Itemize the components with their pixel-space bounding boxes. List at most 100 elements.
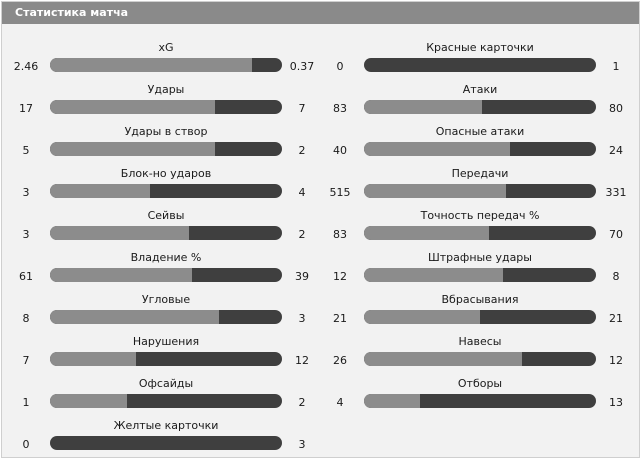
stat-label: Угловые (141, 293, 191, 306)
home-share-fill (364, 310, 480, 324)
stat-row: Угловые 8 3 (8, 276, 318, 325)
away-value: 13 (609, 396, 623, 409)
stat-comparison-bar (50, 226, 282, 240)
away-value: 3 (298, 312, 306, 325)
away-value: 2 (298, 144, 306, 157)
home-value: 61 (19, 270, 33, 283)
stat-label: Нарушения (132, 335, 200, 348)
stat-comparison-bar (364, 352, 596, 366)
stat-comparison-bar (364, 394, 596, 408)
home-value: 515 (329, 186, 351, 199)
home-value: 83 (333, 228, 347, 241)
home-value: 0 (336, 60, 344, 73)
home-share-fill (364, 352, 522, 366)
stat-row: Нарушения 7 12 (8, 318, 318, 367)
stats-column-left: xG 2.46 0.37 Удары 17 7 Удары в створ 5 2 Блок-но… (8, 24, 318, 451)
widget-title: Статистика матча (15, 6, 129, 19)
stat-row: Желтые карточки 0 3 (8, 402, 318, 451)
home-share-fill (50, 100, 215, 114)
stat-row: Опасные атаки 40 24 (322, 108, 632, 157)
home-share-fill (50, 226, 190, 240)
away-value: 70 (609, 228, 623, 241)
away-value: 21 (609, 312, 623, 325)
stats-column-right: Красные карточки 0 1 Атаки 83 80 Опасные атаки… (322, 24, 632, 409)
stat-label: Вбрасывания (441, 293, 519, 306)
home-share-fill (364, 142, 511, 156)
home-value: 21 (333, 312, 347, 325)
home-value: 40 (333, 144, 347, 157)
stat-row: Отборы 4 13 (322, 360, 632, 409)
stat-comparison-bar (50, 184, 282, 198)
away-value: 39 (295, 270, 309, 283)
stat-comparison-bar (364, 268, 596, 282)
home-value: 2.46 (13, 60, 39, 73)
home-share-fill (364, 100, 483, 114)
away-value: 80 (609, 102, 623, 115)
stat-comparison-bar (364, 310, 596, 324)
home-share-fill (364, 184, 506, 198)
stat-comparison-bar (364, 58, 596, 72)
stat-comparison-bar (50, 142, 282, 156)
home-share-fill (50, 268, 192, 282)
home-value: 12 (333, 270, 347, 283)
home-value: 83 (333, 102, 347, 115)
home-value: 0 (22, 438, 30, 451)
stat-row: Блок-но ударов 3 4 (8, 150, 318, 199)
home-value: 1 (22, 396, 30, 409)
home-share-fill (50, 184, 150, 198)
stat-label: Красные карточки (426, 41, 534, 54)
stat-comparison-bar (50, 100, 282, 114)
stat-label: Офсайды (138, 377, 194, 390)
stat-comparison-bar (364, 142, 596, 156)
away-value: 1 (612, 60, 620, 73)
home-value: 3 (22, 186, 30, 199)
stat-comparison-bar (364, 100, 596, 114)
stat-label: Опасные атаки (435, 125, 525, 138)
away-value: 7 (298, 102, 306, 115)
stat-row: Удары 17 7 (8, 66, 318, 115)
home-share-fill (50, 310, 220, 324)
stat-label: Отборы (457, 377, 503, 390)
stat-row: Штрафные удары 12 8 (322, 234, 632, 283)
home-value: 7 (22, 354, 30, 367)
stat-label: Удары (147, 83, 185, 96)
home-share-fill (50, 352, 136, 366)
stat-label: Точность передач % (420, 209, 540, 222)
stat-row: Сейвы 3 2 (8, 192, 318, 241)
stat-row: Вбрасывания 21 21 (322, 276, 632, 325)
home-share-fill (364, 268, 504, 282)
home-share-fill (364, 394, 420, 408)
stat-label: Желтые карточки (113, 419, 219, 432)
home-value: 17 (19, 102, 33, 115)
stat-row: Владение % 61 39 (8, 234, 318, 283)
stat-label: Сейвы (147, 209, 185, 222)
home-share-fill (50, 142, 215, 156)
stat-row: xG 2.46 0.37 (8, 24, 318, 73)
stat-comparison-bar (50, 352, 282, 366)
home-value: 4 (336, 396, 344, 409)
away-value: 12 (295, 354, 309, 367)
away-value: 2 (298, 228, 306, 241)
stat-comparison-bar (50, 310, 282, 324)
home-share-fill (50, 58, 252, 72)
stat-comparison-bar (50, 268, 282, 282)
away-value: 8 (612, 270, 620, 283)
away-value: 4 (298, 186, 306, 199)
stat-comparison-bar (50, 58, 282, 72)
away-value: 0.37 (289, 60, 315, 73)
stat-label: Атаки (462, 83, 498, 96)
stat-label: Штрафные удары (428, 251, 532, 264)
stat-row: Красные карточки 0 1 (322, 24, 632, 73)
stat-label: Передачи (451, 167, 509, 180)
stat-label: xG (158, 41, 174, 54)
stat-label: Блок-но ударов (120, 167, 212, 180)
stat-comparison-bar (50, 394, 282, 408)
away-value: 24 (609, 144, 623, 157)
stat-label: Владение % (130, 251, 202, 264)
widget-header: Статистика матча (2, 2, 639, 24)
away-value: 331 (605, 186, 627, 199)
home-value: 8 (22, 312, 30, 325)
stat-label: Удары в створ (124, 125, 208, 138)
home-value: 26 (333, 354, 347, 367)
